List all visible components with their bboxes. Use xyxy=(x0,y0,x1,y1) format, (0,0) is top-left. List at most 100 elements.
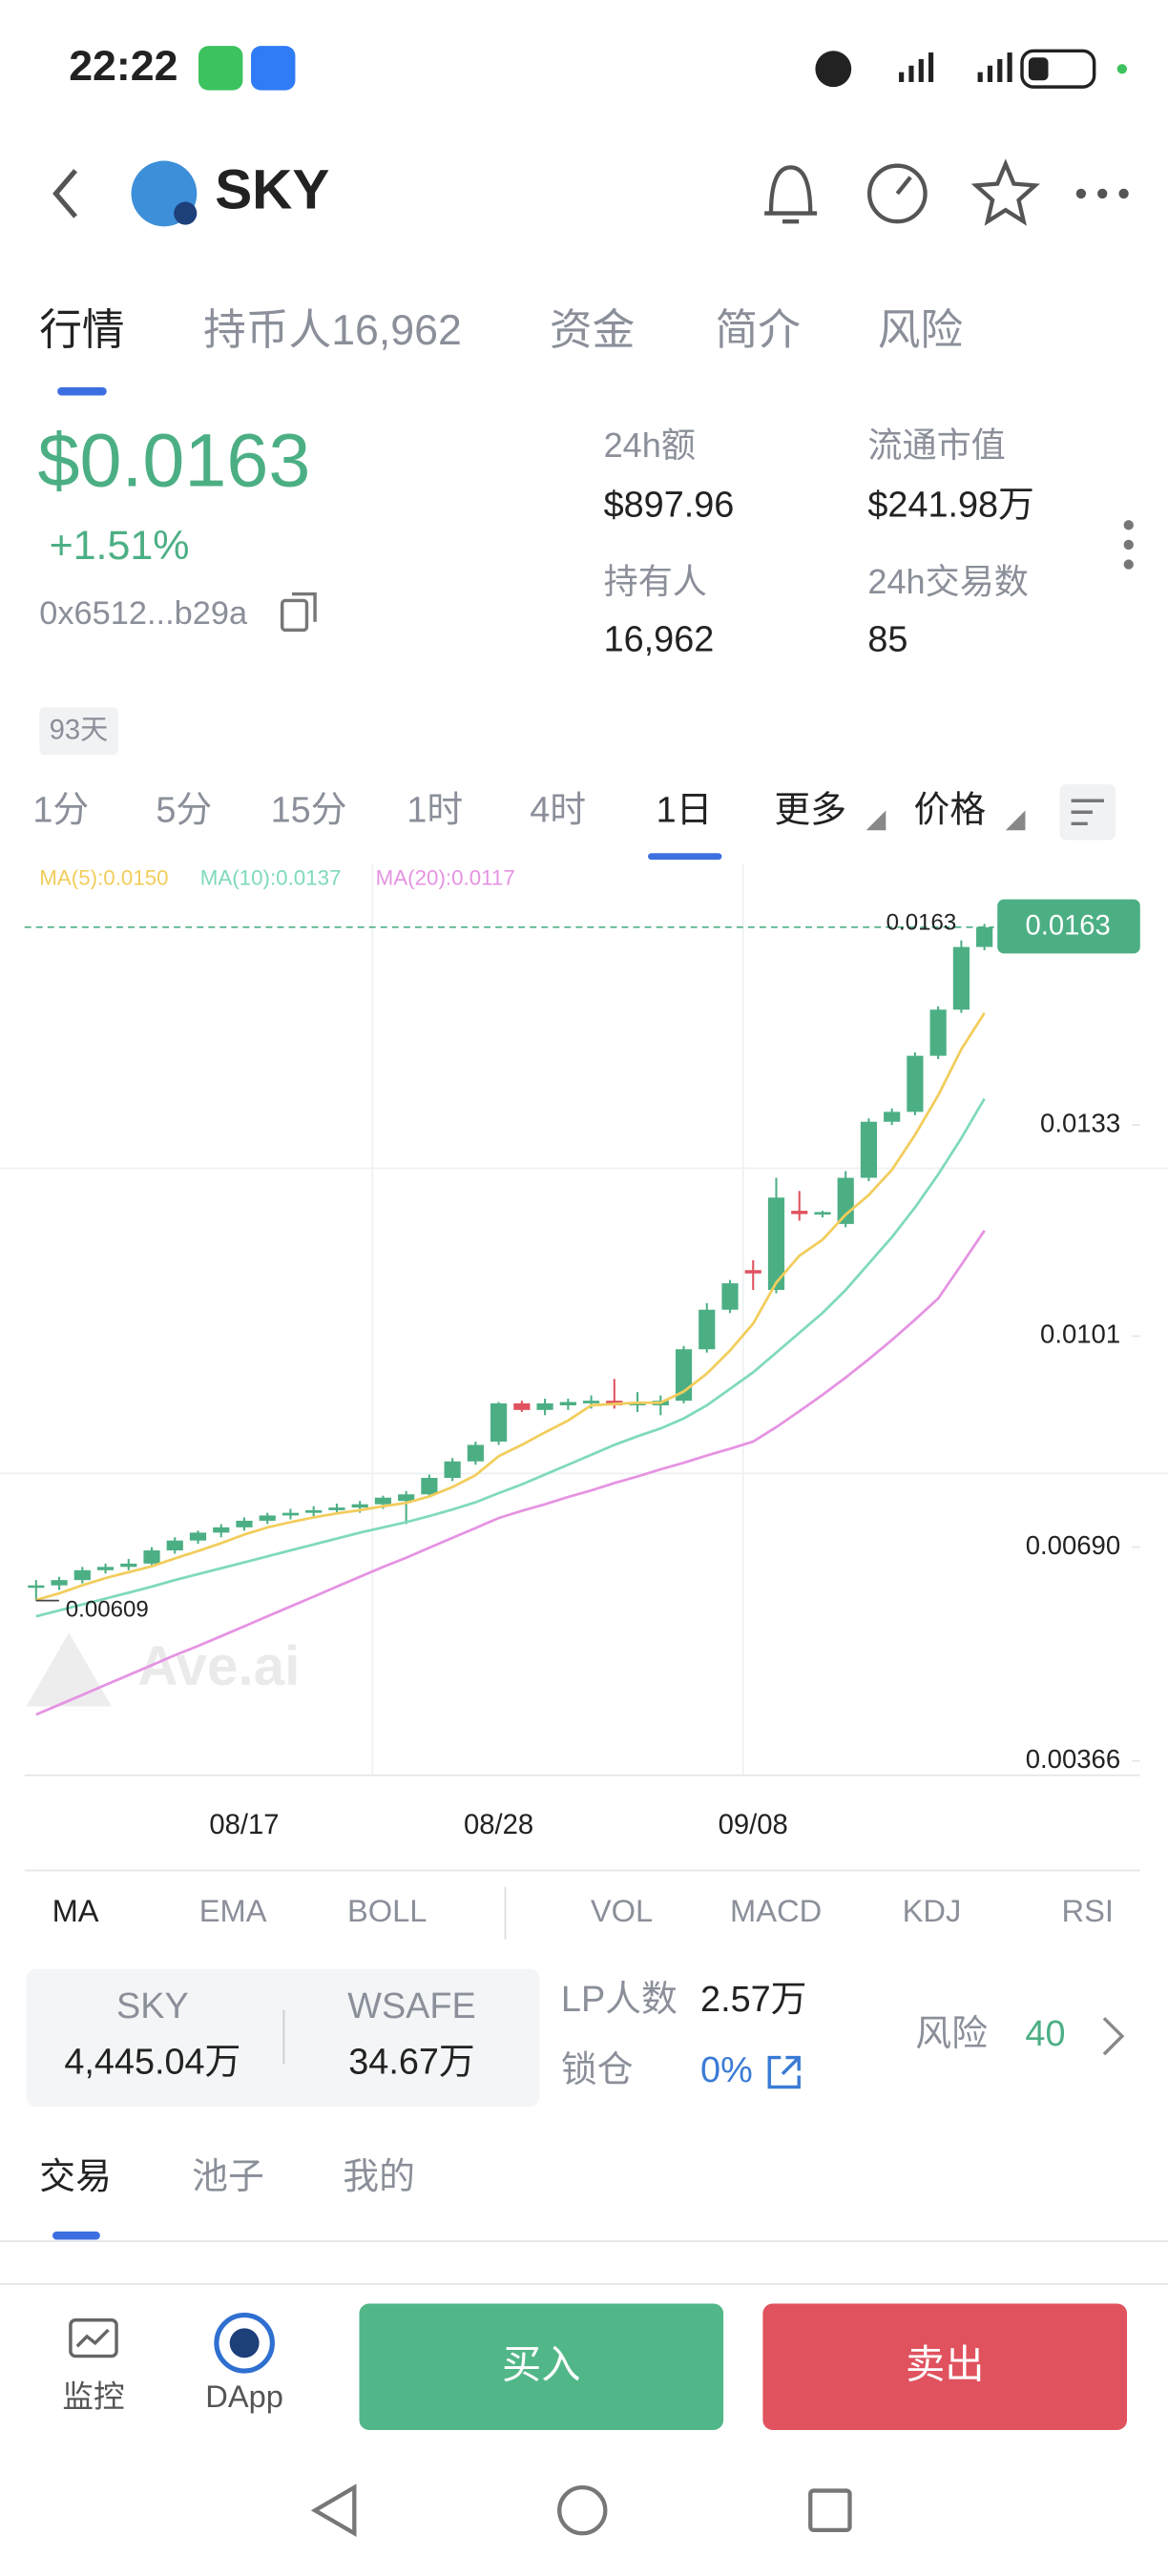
last-price-label: 0.0163 xyxy=(886,910,957,936)
x-tick-label: 08/17 xyxy=(209,1810,279,1840)
candle-body xyxy=(143,1550,160,1564)
last-price-tag xyxy=(997,899,1140,954)
gauge-icon[interactable] xyxy=(866,163,928,224)
sell-button[interactable] xyxy=(762,2303,1128,2430)
interval[interactable]: 1日 xyxy=(657,790,713,830)
candle-body xyxy=(513,1402,531,1410)
buy-label[interactable]: 买入 xyxy=(502,2342,580,2386)
y-tick-label: 0.00690 xyxy=(1026,1530,1120,1560)
dot xyxy=(1116,64,1128,74)
candle-body xyxy=(421,1478,438,1495)
external-link-icon[interactable] xyxy=(767,2055,801,2089)
x-tick-label: 08/28 xyxy=(464,1810,533,1840)
tab[interactable]: 简介 xyxy=(716,307,801,354)
indicator[interactable]: EMA xyxy=(199,1893,267,1928)
candle-body xyxy=(213,1527,230,1533)
indicator[interactable]: VOL xyxy=(591,1893,653,1928)
settings-lines xyxy=(1071,799,1104,826)
pool-amount: 4,445.04万 xyxy=(64,2042,240,2082)
star-icon[interactable] xyxy=(970,158,1040,226)
candle-body xyxy=(767,1197,785,1291)
candle-body xyxy=(559,1402,576,1405)
candle-body xyxy=(51,1580,68,1586)
candle-body xyxy=(351,1504,368,1508)
dapp-icon[interactable] xyxy=(214,2312,275,2374)
interval[interactable]: 价格 xyxy=(914,790,987,830)
candle-body xyxy=(744,1270,761,1274)
interval[interactable]: 更多 xyxy=(774,790,846,830)
watermark: Ave.ai xyxy=(137,1635,300,1697)
bell-icon[interactable] xyxy=(764,165,818,224)
system-recent[interactable] xyxy=(808,2488,852,2532)
candle-body xyxy=(28,1585,45,1589)
legend-entry: MA(20):0.0117 xyxy=(376,866,515,890)
lock-value[interactable]: 0% xyxy=(700,2050,753,2090)
candle-body xyxy=(328,1507,345,1510)
x-tick-label: 09/08 xyxy=(719,1810,788,1840)
tab[interactable]: 行情 xyxy=(39,307,124,354)
dapp-icon-inner xyxy=(229,2328,260,2358)
age-text: 93天 xyxy=(50,716,109,746)
candle-body xyxy=(907,1055,924,1112)
age-tag xyxy=(39,707,118,756)
candle-body xyxy=(374,1497,392,1505)
candle-body xyxy=(837,1177,854,1224)
interval[interactable]: 1时 xyxy=(407,790,463,830)
signal-icons xyxy=(899,52,1012,82)
interval[interactable]: 4时 xyxy=(530,790,586,830)
ma-line xyxy=(35,1230,986,1716)
candle-body xyxy=(814,1212,831,1215)
monitor-icon[interactable] xyxy=(69,2318,118,2358)
nav-label[interactable]: 监控 xyxy=(62,2379,124,2414)
candlestick-chart: Ave.ai 0.00366 0.00690 0.0101 0.0133 MA(5):0.… xyxy=(24,866,1140,1840)
y-tick-label: 0.0133 xyxy=(1040,1108,1120,1137)
stat-label: 持有人 xyxy=(604,562,707,601)
pool-token: WSAFE xyxy=(347,1986,475,2026)
back-button[interactable] xyxy=(52,169,78,218)
sell-label[interactable]: 卖出 xyxy=(906,2342,984,2386)
stat-label: 24h交易数 xyxy=(867,562,1028,601)
stat-value: $897.96 xyxy=(604,485,735,525)
last-price-tag-text: 0.0163 xyxy=(1025,911,1110,942)
indicator[interactable]: KDJ xyxy=(903,1893,962,1928)
stats-more[interactable] xyxy=(1123,520,1134,570)
candle-body xyxy=(791,1211,808,1215)
interval[interactable]: 1分 xyxy=(32,790,89,830)
copy-icon[interactable] xyxy=(280,598,309,633)
candle-body xyxy=(236,1520,253,1527)
tab[interactable]: 风险 xyxy=(878,307,963,354)
watermark-logo xyxy=(26,1632,112,1707)
system-home[interactable] xyxy=(557,2484,608,2536)
bottom-tab[interactable]: 我的 xyxy=(343,2157,415,2197)
dropdown-caret xyxy=(1005,810,1026,831)
candle-body xyxy=(929,1009,947,1056)
alarm-icon xyxy=(815,51,852,88)
bottom-tab[interactable]: 池子 xyxy=(192,2157,264,2197)
candle-body xyxy=(444,1461,461,1479)
candle-body xyxy=(721,1283,739,1310)
interval[interactable]: 5分 xyxy=(156,790,212,830)
interval[interactable]: 15分 xyxy=(271,790,347,830)
system-back[interactable] xyxy=(310,2483,357,2538)
indicator[interactable]: MA xyxy=(52,1893,99,1928)
app-icon xyxy=(251,46,296,91)
y-tick-label: 0.0101 xyxy=(1040,1319,1120,1349)
indicator[interactable]: MACD xyxy=(730,1893,822,1928)
buy-button[interactable] xyxy=(359,2303,724,2430)
nav-label[interactable]: DApp xyxy=(205,2379,283,2414)
candle-body xyxy=(282,1512,300,1516)
bottom-tab[interactable]: 交易 xyxy=(39,2157,112,2197)
tab[interactable]: 持币人16,962 xyxy=(203,307,462,354)
stat-value: $241.98万 xyxy=(867,485,1033,525)
risk-chevron[interactable] xyxy=(1102,2017,1125,2056)
tab[interactable]: 资金 xyxy=(550,307,635,354)
stat-label: 流通市值 xyxy=(867,426,1005,465)
dropdown-caret xyxy=(866,810,886,831)
candle-body xyxy=(582,1401,600,1403)
more-icon[interactable] xyxy=(1075,188,1129,199)
indicator[interactable]: RSI xyxy=(1062,1893,1114,1928)
stat-value: 85 xyxy=(867,619,907,659)
indicator[interactable]: BOLL xyxy=(347,1893,427,1928)
candle-body xyxy=(73,1569,91,1581)
